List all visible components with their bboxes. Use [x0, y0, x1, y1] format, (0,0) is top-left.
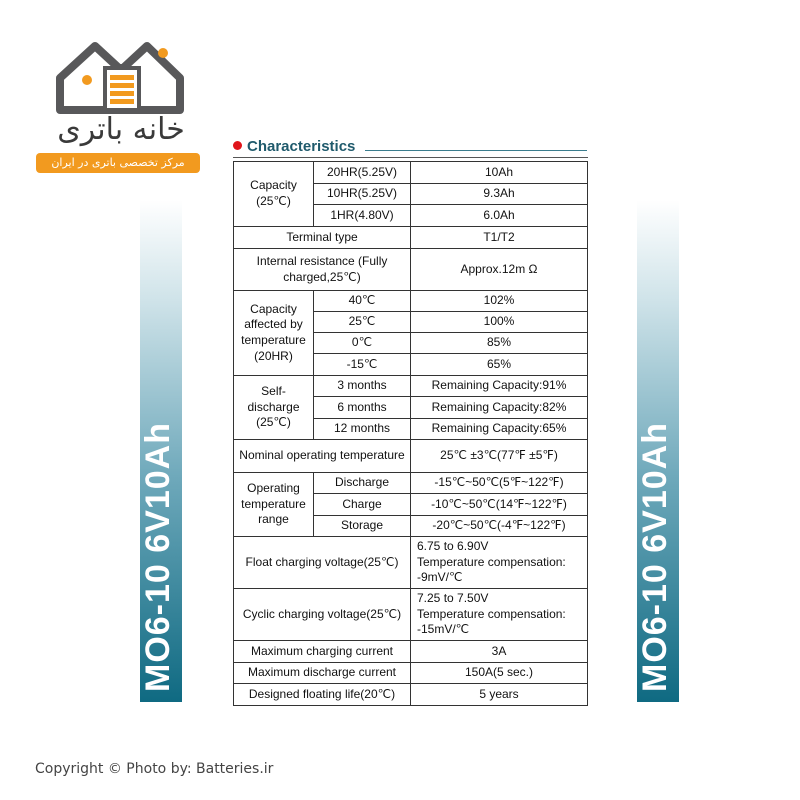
row-label: Self-discharge (25℃) — [233, 375, 314, 440]
cell: 1HR(4.80V) — [313, 204, 411, 227]
row-label: Cyclic charging voltage(25℃) — [233, 588, 411, 641]
divider — [233, 157, 588, 158]
right-model-banner: MO6-10 6V10Ah — [636, 200, 679, 702]
cell: 6 months — [313, 396, 411, 419]
cell: Charge — [313, 493, 411, 516]
cell: 10HR(5.25V) — [313, 183, 411, 205]
row-label: Terminal type — [233, 226, 411, 249]
cell: 6.75 to 6.90V Temperature compensation: -9… — [410, 536, 588, 589]
cell: 7.25 to 7.50V Temperature compensation: -1… — [410, 588, 588, 641]
cell: 25℃ — [313, 311, 411, 333]
cell: T1/T2 — [410, 226, 588, 249]
section-title: Characteristics — [233, 138, 355, 155]
row-label: Operating temperature range — [233, 472, 314, 537]
cell: Remaining Capacity:82% — [410, 396, 588, 419]
cell: 20HR(5.25V) — [313, 161, 411, 184]
title-text: Characteristics — [247, 138, 356, 155]
row-label: Nominal operating temperature — [233, 439, 411, 473]
row-label: Capacity (25℃) — [233, 161, 314, 227]
cell: 150A(5 sec.) — [410, 662, 588, 684]
row-label: Maximum charging current — [233, 640, 411, 663]
cell: 0℃ — [313, 332, 411, 354]
banner-text: MO6-10 6V10Ah — [139, 422, 177, 692]
characteristics-table: Capacity (25℃) 20HR(5.25V) 10Ah 10HR(5.25V… — [233, 161, 588, 706]
divider — [365, 150, 587, 151]
line: 7.25 to 7.50V — [417, 591, 489, 606]
cell: 10Ah — [410, 161, 588, 184]
cell: 100% — [410, 311, 588, 333]
cell: 12 months — [313, 418, 411, 440]
line: Temperature compensation: — [417, 554, 566, 569]
cell: -15℃ — [313, 353, 411, 376]
cell: 3 months — [313, 375, 411, 397]
cell: 102% — [410, 290, 588, 312]
cell: 9.3Ah — [410, 183, 588, 205]
logo-tagline: مرکز تخصصی باتری در ایران — [36, 153, 200, 173]
cell: 65% — [410, 353, 588, 376]
row-label: Float charging voltage(25℃) — [233, 536, 411, 589]
row-label: Internal resistance (Fully charged,25℃) — [233, 248, 411, 291]
copyright: Copyright © Photo by: Batteries.ir — [35, 761, 274, 777]
row-label: Maximum discharge current — [233, 662, 411, 684]
cell: 6.0Ah — [410, 204, 588, 227]
cell: 5 years — [410, 683, 588, 706]
line: -9mV/℃ — [417, 570, 463, 585]
banner-text: MO6-10 6V10Ah — [636, 422, 674, 692]
line: Temperature compensation: — [417, 606, 566, 621]
cell: 85% — [410, 332, 588, 354]
logo-house-battery-icon — [56, 42, 184, 114]
cell: -20℃~50℃(-4℉~122℉) — [410, 515, 588, 537]
cell: -10℃~50℃(14℉~122℉) — [410, 493, 588, 516]
line: -15mV/℃ — [417, 622, 470, 637]
cell: -15℃~50℃(5℉~122℉) — [410, 472, 588, 494]
left-model-banner: MO6-10 6V10Ah — [139, 200, 182, 702]
row-label: Designed floating life(20℃) — [233, 683, 411, 706]
cell: Remaining Capacity:91% — [410, 375, 588, 397]
bullet-icon — [233, 141, 242, 150]
cell: Remaining Capacity:65% — [410, 418, 588, 440]
logo-name: خانه باتری — [57, 112, 185, 147]
cell: 3A — [410, 640, 588, 663]
cell: Discharge — [313, 472, 411, 494]
cell: 25℃ ±3℃(77℉ ±5℉) — [410, 439, 588, 473]
row-label: Capacity affected by temperature (20HR) — [233, 290, 314, 376]
line: 6.75 to 6.90V — [417, 539, 489, 554]
cell: 40℃ — [313, 290, 411, 312]
cell: Approx.12m Ω — [410, 248, 588, 291]
cell: Storage — [313, 515, 411, 537]
